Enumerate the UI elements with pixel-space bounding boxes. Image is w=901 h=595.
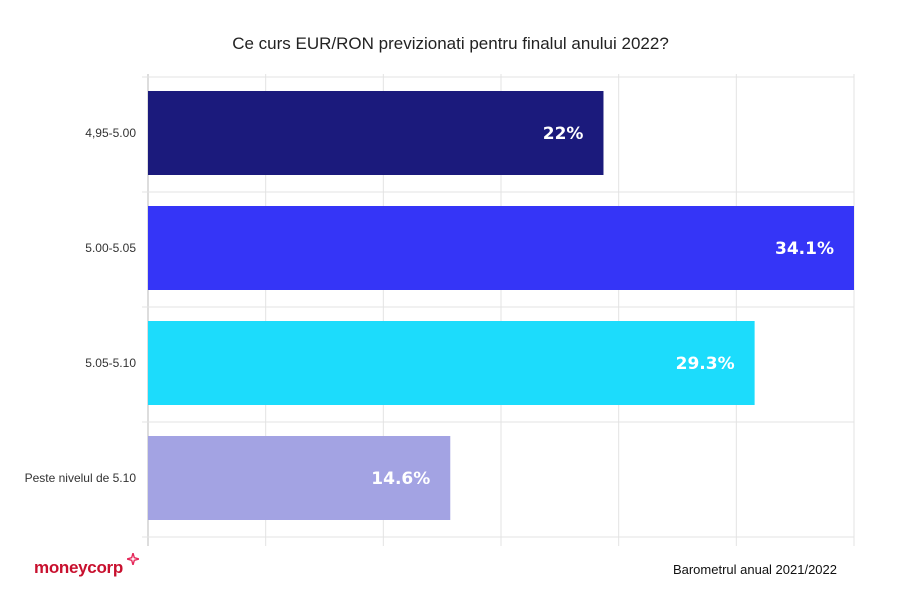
bar xyxy=(148,206,854,290)
bars xyxy=(148,91,854,520)
sparkle-icon xyxy=(127,553,139,565)
category-label: 5.05-5.10 xyxy=(85,356,136,370)
brand-text-money: money xyxy=(34,558,88,577)
source-note: Barometrul anual 2021/2022 xyxy=(672,562,837,577)
brand-text-corp: corp xyxy=(87,558,123,577)
chart-title: Ce curs EUR/RON previzionati pentru fina… xyxy=(232,34,669,53)
bar xyxy=(148,321,755,405)
category-label: 5.00-5.05 xyxy=(85,241,136,255)
category-label: 4,95-5.00 xyxy=(85,126,136,140)
value-label: 14.6% xyxy=(371,469,430,489)
brand-logo: moneycorp xyxy=(34,558,123,578)
value-labels: 22% 34.1% 29.3% 14.6% xyxy=(371,124,834,489)
category-labels: 4,95-5.00 5.00-5.05 5.05-5.10 Peste nivelul… xyxy=(25,126,137,485)
bar xyxy=(148,436,451,520)
bar xyxy=(148,91,604,175)
value-label: 34.1% xyxy=(775,239,834,259)
value-label: 29.3% xyxy=(676,354,735,374)
value-label: 22% xyxy=(543,124,584,144)
category-label: Peste nivelul de 5.10 xyxy=(25,471,137,485)
